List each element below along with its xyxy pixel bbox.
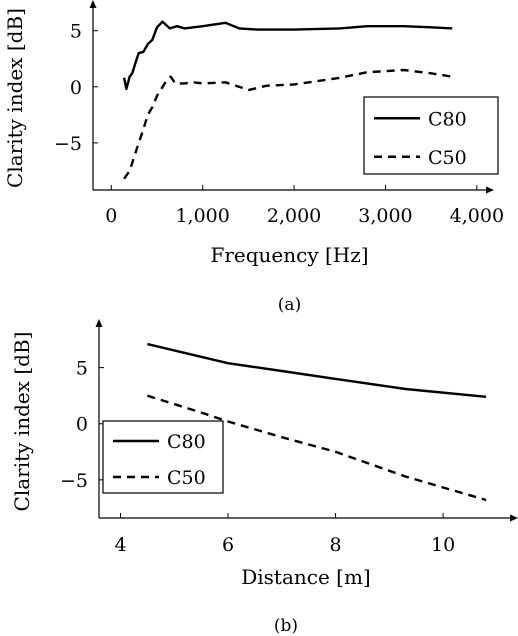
y-tick-label: 5 (70, 21, 82, 43)
legend-label-c50: C50 (428, 147, 467, 169)
y-axis-arrow (89, 0, 97, 8)
y-tick-label: 5 (76, 358, 88, 380)
x-axis-title: Frequency [Hz] (210, 243, 368, 267)
x-axis-arrow (510, 514, 518, 522)
y-axis-title: Clarity index [dB] (3, 8, 27, 188)
y-axis-arrow (95, 319, 103, 327)
legend-label-c80: C80 (428, 108, 467, 130)
x-tick-label: 8 (330, 534, 342, 556)
x-tick-label: 3,000 (358, 205, 412, 227)
x-tick-label: 0 (105, 205, 117, 227)
chart-panel-a: 0 1,000 2,000 3,000 4,000 −5 0 5 Frequency [Hz] C… (3, 0, 504, 315)
x-tick-label: 1,000 (175, 205, 229, 227)
chart-panel-b: 4 6 8 10 −5 0 5 Distance [m] Clarity index [dB] C… (10, 319, 518, 636)
x-tick-label: 10 (431, 534, 455, 556)
series-line-c50 (147, 394, 487, 502)
chart-caption: (a) (278, 295, 301, 315)
series-line-c80 (122, 20, 453, 91)
x-tick-label: 6 (222, 534, 234, 556)
x-axis-arrow (486, 186, 494, 194)
legend: C80 C50 (102, 420, 224, 494)
chart-caption: (b) (274, 616, 298, 636)
legend: C80 C50 (363, 96, 499, 175)
legend-box (102, 420, 224, 494)
x-axis-title: Distance [m] (241, 565, 371, 589)
y-tick-label: −5 (60, 470, 88, 492)
legend-label-c80: C80 (167, 431, 206, 453)
y-tick-label: −5 (54, 133, 82, 155)
y-tick-label: 0 (70, 77, 82, 99)
y-axis-title: Clarity index [dB] (10, 332, 34, 512)
x-tick-label: 2,000 (267, 205, 321, 227)
series-line-c50 (123, 68, 453, 180)
x-tick-label: 4,000 (450, 205, 504, 227)
legend-box (363, 96, 499, 175)
series-line-c80 (147, 342, 487, 398)
legend-label-c50: C50 (167, 467, 206, 489)
x-tick-label: 4 (114, 534, 126, 556)
y-tick-label: 0 (76, 414, 88, 436)
